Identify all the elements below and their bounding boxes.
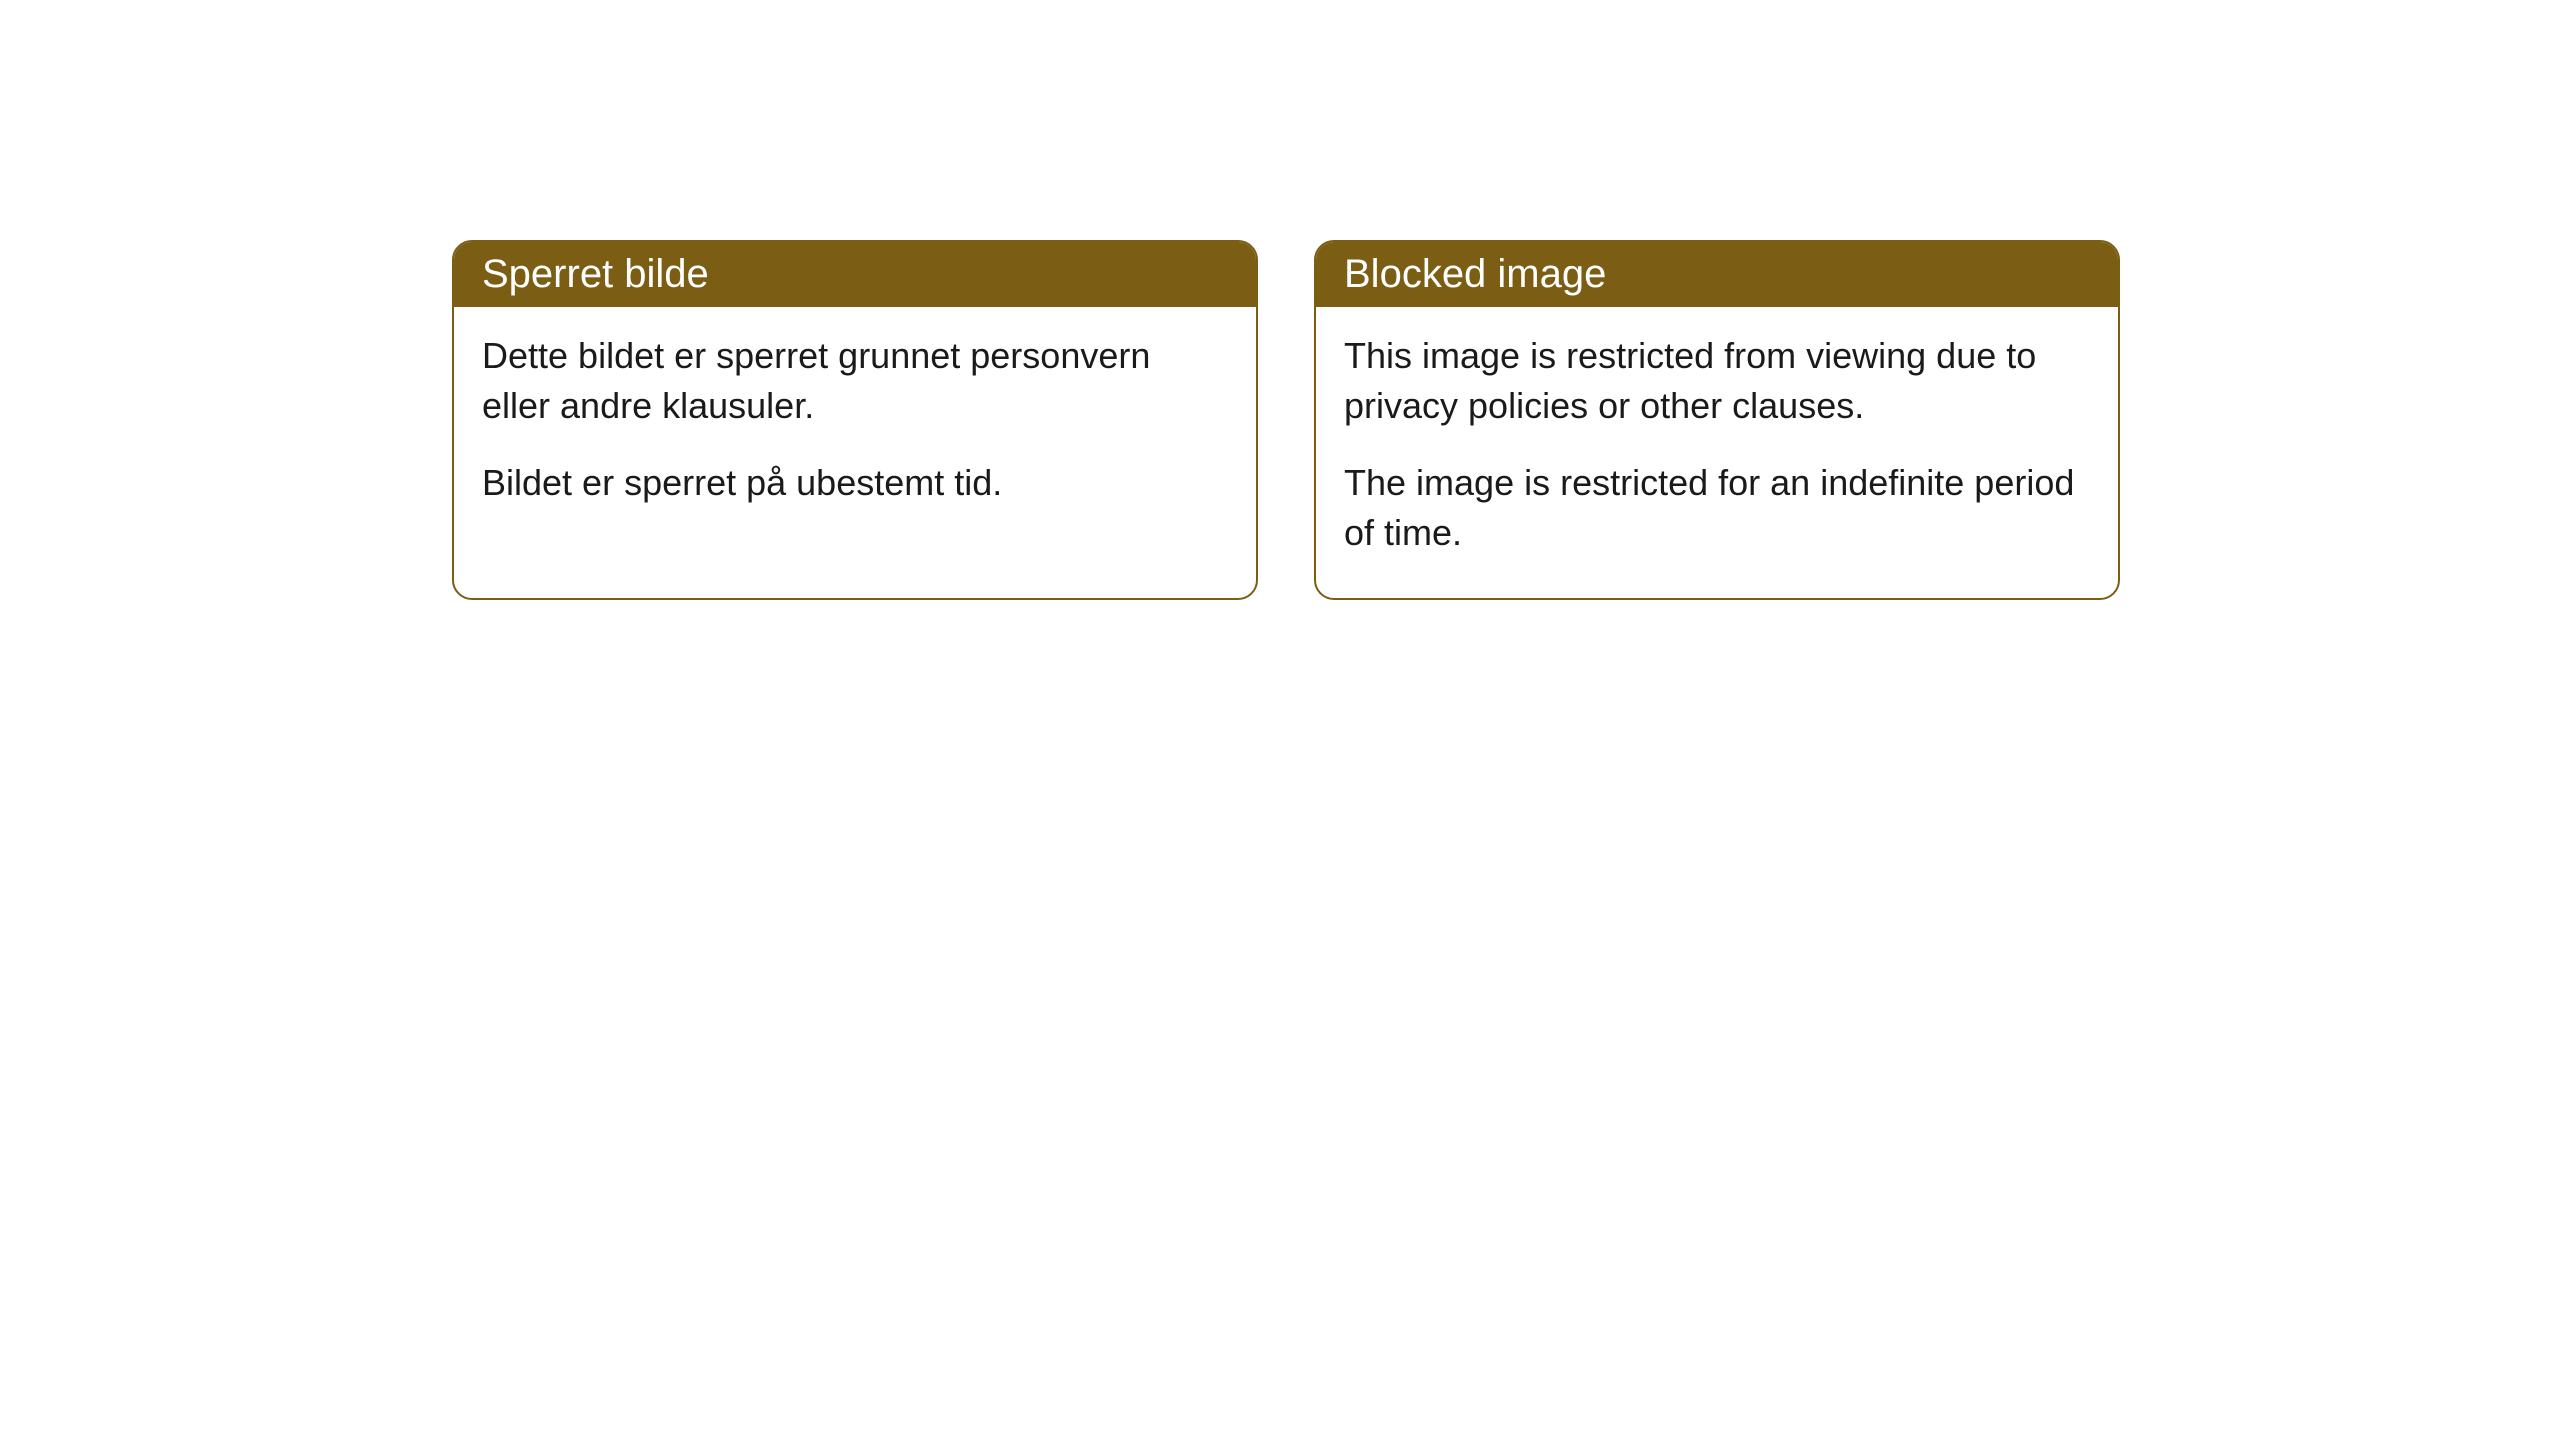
card-paragraph: This image is restricted from viewing du… xyxy=(1344,331,2090,430)
card-paragraph: Bildet er sperret på ubestemt tid. xyxy=(482,458,1228,508)
card-paragraph: Dette bildet er sperret grunnet personve… xyxy=(482,331,1228,430)
blocked-image-card-norwegian: Sperret bilde Dette bildet er sperret gr… xyxy=(452,240,1258,600)
card-paragraph: The image is restricted for an indefinit… xyxy=(1344,458,2090,557)
card-body: Dette bildet er sperret grunnet personve… xyxy=(454,307,1256,548)
card-title: Sperret bilde xyxy=(482,252,709,296)
card-header: Sperret bilde xyxy=(454,242,1256,307)
card-title: Blocked image xyxy=(1344,252,1606,296)
notice-cards-container: Sperret bilde Dette bildet er sperret gr… xyxy=(0,0,2560,600)
blocked-image-card-english: Blocked image This image is restricted f… xyxy=(1314,240,2120,600)
card-header: Blocked image xyxy=(1316,242,2118,307)
card-body: This image is restricted from viewing du… xyxy=(1316,307,2118,598)
